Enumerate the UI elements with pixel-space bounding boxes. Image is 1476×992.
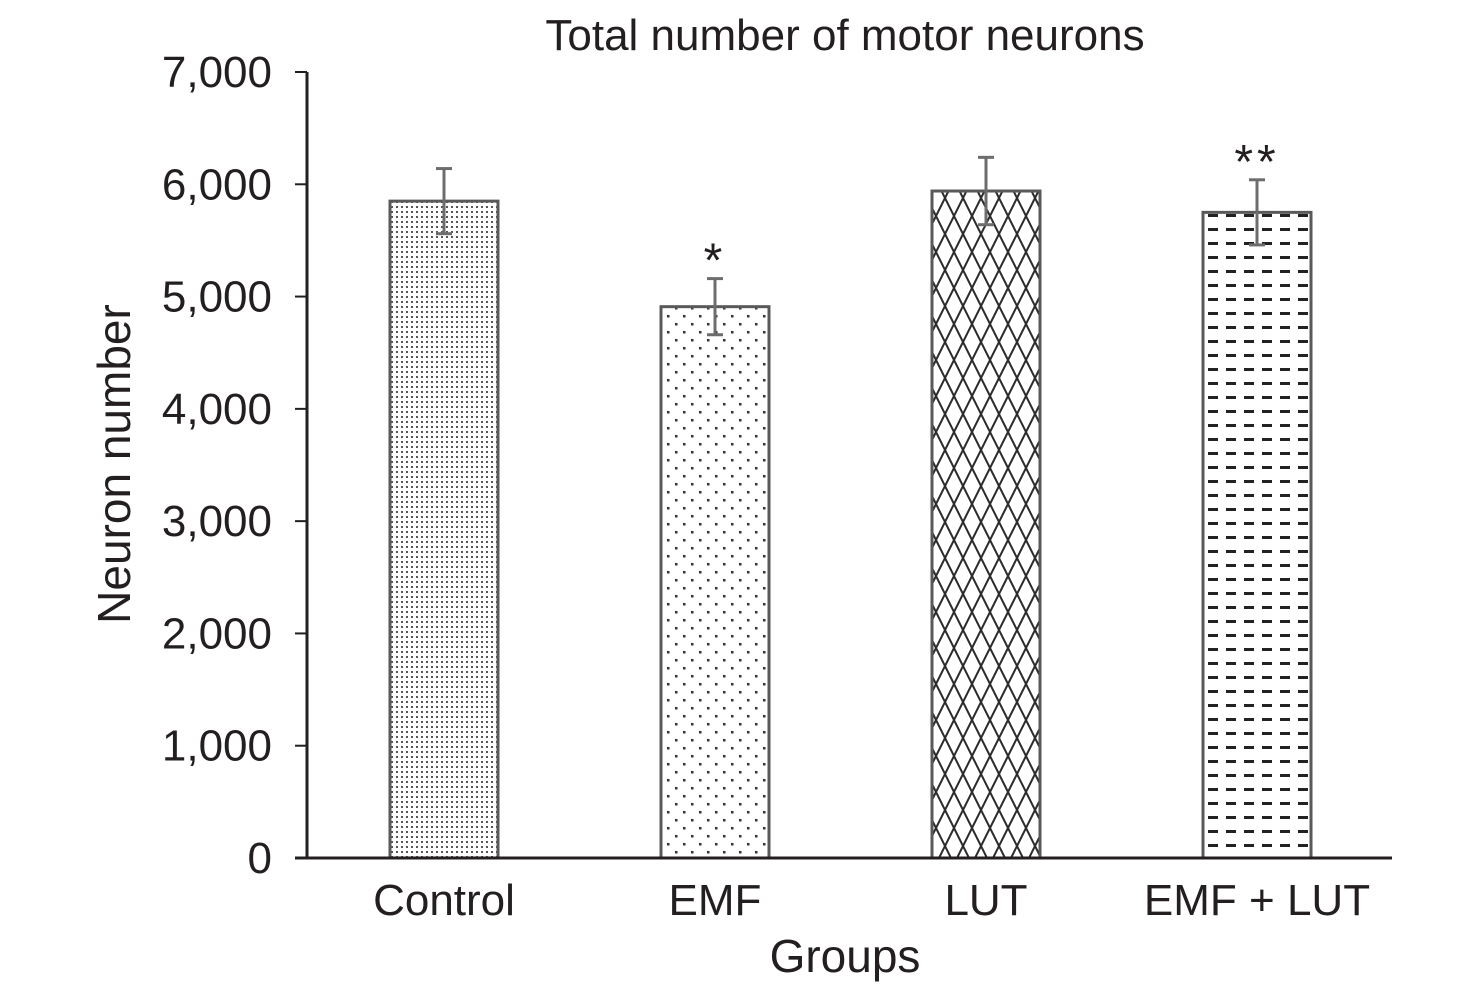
y-tick-label: 7,000 xyxy=(162,48,272,97)
bar-emf xyxy=(659,305,771,860)
significance-marker: ** xyxy=(1234,136,1279,189)
y-tick-label: 4,000 xyxy=(162,385,272,434)
bar-lut xyxy=(930,189,1042,860)
x-axis: Control EMF LUT EMF + LUT xyxy=(295,856,1392,925)
x-tick-label: EMF + LUT xyxy=(1144,876,1370,925)
bar-emf-lut xyxy=(1201,210,1313,860)
y-axis-label: Neuron number xyxy=(88,304,140,624)
x-axis-label: Groups xyxy=(770,930,921,982)
chart-title: Total number of motor neurons xyxy=(545,11,1144,60)
y-tick-label: 5,000 xyxy=(162,273,272,322)
y-tick-label: 0 xyxy=(248,834,272,883)
x-tick-label: LUT xyxy=(944,876,1027,925)
bars: *** xyxy=(388,136,1313,860)
bar-control xyxy=(388,199,500,860)
y-tick-label: 6,000 xyxy=(162,160,272,209)
y-axis: 0 1,000 2,000 3,000 4,000 5,000 6,000 7,000 xyxy=(162,48,309,883)
significance-marker: * xyxy=(704,235,727,288)
x-tick-label: Control xyxy=(373,876,515,925)
y-tick-label: 1,000 xyxy=(162,722,272,771)
y-tick-label: 3,000 xyxy=(162,497,272,546)
y-tick-label: 2,000 xyxy=(162,609,272,658)
x-tick-label: EMF xyxy=(669,876,762,925)
